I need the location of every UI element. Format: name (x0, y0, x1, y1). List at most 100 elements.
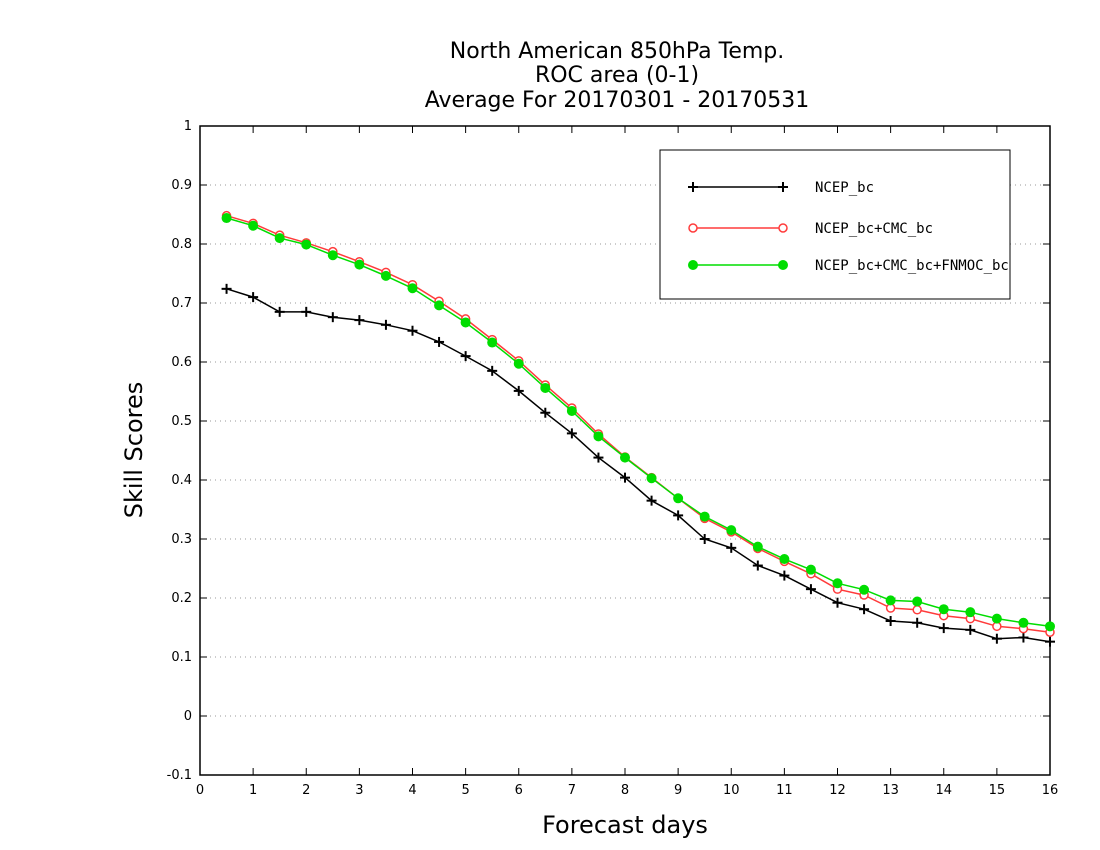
data-point (938, 623, 949, 634)
data-point (434, 300, 445, 311)
data-point (699, 534, 710, 544)
data-point (673, 510, 684, 521)
legend-marker-start (688, 182, 698, 192)
data-point (1018, 617, 1029, 628)
x-tick-label: 9 (674, 783, 682, 798)
x-axis-label: Forecast days (542, 811, 708, 839)
legend: NCEP_bc NCEP_bc+CMC_bc NCEP_bc+CMC_bc+FNMO… (659, 149, 1011, 300)
data-point (487, 365, 498, 376)
data-point (859, 604, 870, 615)
y-axis-label: Skill Scores (120, 382, 148, 519)
data-point (274, 233, 285, 244)
tick-layer: -0.100.10.20.30.40.50.60.70.80.910 1 2 3 4 5 6… (167, 119, 1059, 798)
data-point (885, 616, 896, 627)
data-point (938, 604, 949, 615)
data-point (1018, 632, 1029, 643)
chart-title-line-2: ROC area (0-1) (535, 63, 699, 88)
legend-label: NCEP_bc (815, 180, 874, 196)
y-tick-label: 0.4 (171, 473, 192, 488)
data-point (248, 220, 259, 231)
y-tick-label: 0.7 (171, 296, 192, 311)
x-tick-label: 3 (355, 783, 363, 798)
data-point (593, 452, 604, 463)
y-tick-label: 0.5 (171, 414, 192, 429)
data-point (699, 511, 710, 522)
data-point (513, 385, 524, 396)
x-tick-label: 11 (776, 783, 793, 798)
legend-label: NCEP_bc+CMC_bc+FNMOC_bc (815, 258, 1009, 274)
data-point (274, 306, 285, 317)
y-tick-label: 0 (184, 709, 192, 724)
x-tick-label: 1 (249, 783, 257, 798)
data-point (859, 584, 870, 595)
x-tick-label: 2 (302, 783, 310, 798)
data-point (487, 337, 498, 348)
x-tick-label: 5 (461, 783, 469, 798)
data-point (566, 405, 577, 416)
data-point (805, 564, 816, 575)
data-point (380, 319, 391, 330)
data-point (673, 493, 684, 504)
data-point (513, 358, 524, 369)
data-point (327, 250, 338, 261)
x-tick-label: 13 (882, 783, 899, 798)
y-tick-label: 1 (184, 119, 192, 134)
x-tick-label: 15 (989, 783, 1006, 798)
data-point (912, 617, 923, 628)
data-point (726, 542, 737, 553)
data-point (620, 472, 630, 483)
legend-box (659, 149, 1011, 300)
data-point (805, 584, 816, 595)
data-point (248, 292, 259, 303)
chart-title-line-1: North American 850hPa Temp. (450, 39, 785, 64)
x-tick-label: 10 (723, 783, 740, 798)
data-point (540, 407, 551, 418)
data-point (301, 239, 312, 250)
data-point (1045, 621, 1055, 632)
x-tick-label: 12 (829, 783, 846, 798)
series-1 (221, 283, 1055, 647)
data-point (1045, 636, 1055, 647)
series-layer (221, 210, 1055, 647)
x-tick-label: 8 (621, 783, 629, 798)
data-point (965, 607, 976, 618)
data-point (991, 633, 1002, 644)
chart-title-line-3: Average For 20170301 - 20170531 (425, 88, 810, 113)
data-point (646, 495, 657, 506)
x-tick-label: 4 (408, 783, 416, 798)
data-point (832, 578, 843, 589)
x-tick-label: 0 (196, 783, 204, 798)
legend-item-2: NCEP_bc+CMC_bc (688, 221, 933, 237)
x-tick-label: 7 (568, 783, 576, 798)
data-point (885, 595, 896, 606)
data-point (460, 351, 471, 362)
y-tick-label: 0.1 (171, 650, 192, 665)
data-point (991, 613, 1002, 624)
x-tick-label: 6 (515, 783, 523, 798)
data-point (354, 259, 365, 270)
data-point (301, 306, 312, 317)
data-point (407, 283, 418, 294)
data-point (407, 325, 418, 336)
data-point (540, 382, 551, 393)
legend-marker-start (688, 223, 698, 233)
data-point (221, 213, 232, 224)
y-tick-label: 0.6 (171, 355, 192, 370)
data-point (566, 428, 577, 439)
x-tick-label: 16 (1042, 783, 1059, 798)
data-point (832, 597, 843, 608)
legend-marker-end (778, 182, 788, 192)
data-point (646, 473, 657, 484)
data-point (620, 452, 630, 463)
data-point (912, 596, 923, 607)
data-point (752, 541, 763, 552)
legend-marker-end (778, 223, 788, 233)
data-point (752, 560, 763, 571)
series-3 (221, 213, 1055, 632)
data-point (380, 270, 391, 281)
legend-item-1: NCEP_bc (688, 180, 874, 196)
y-tick-label: -0.1 (167, 768, 192, 783)
data-point (460, 317, 471, 328)
